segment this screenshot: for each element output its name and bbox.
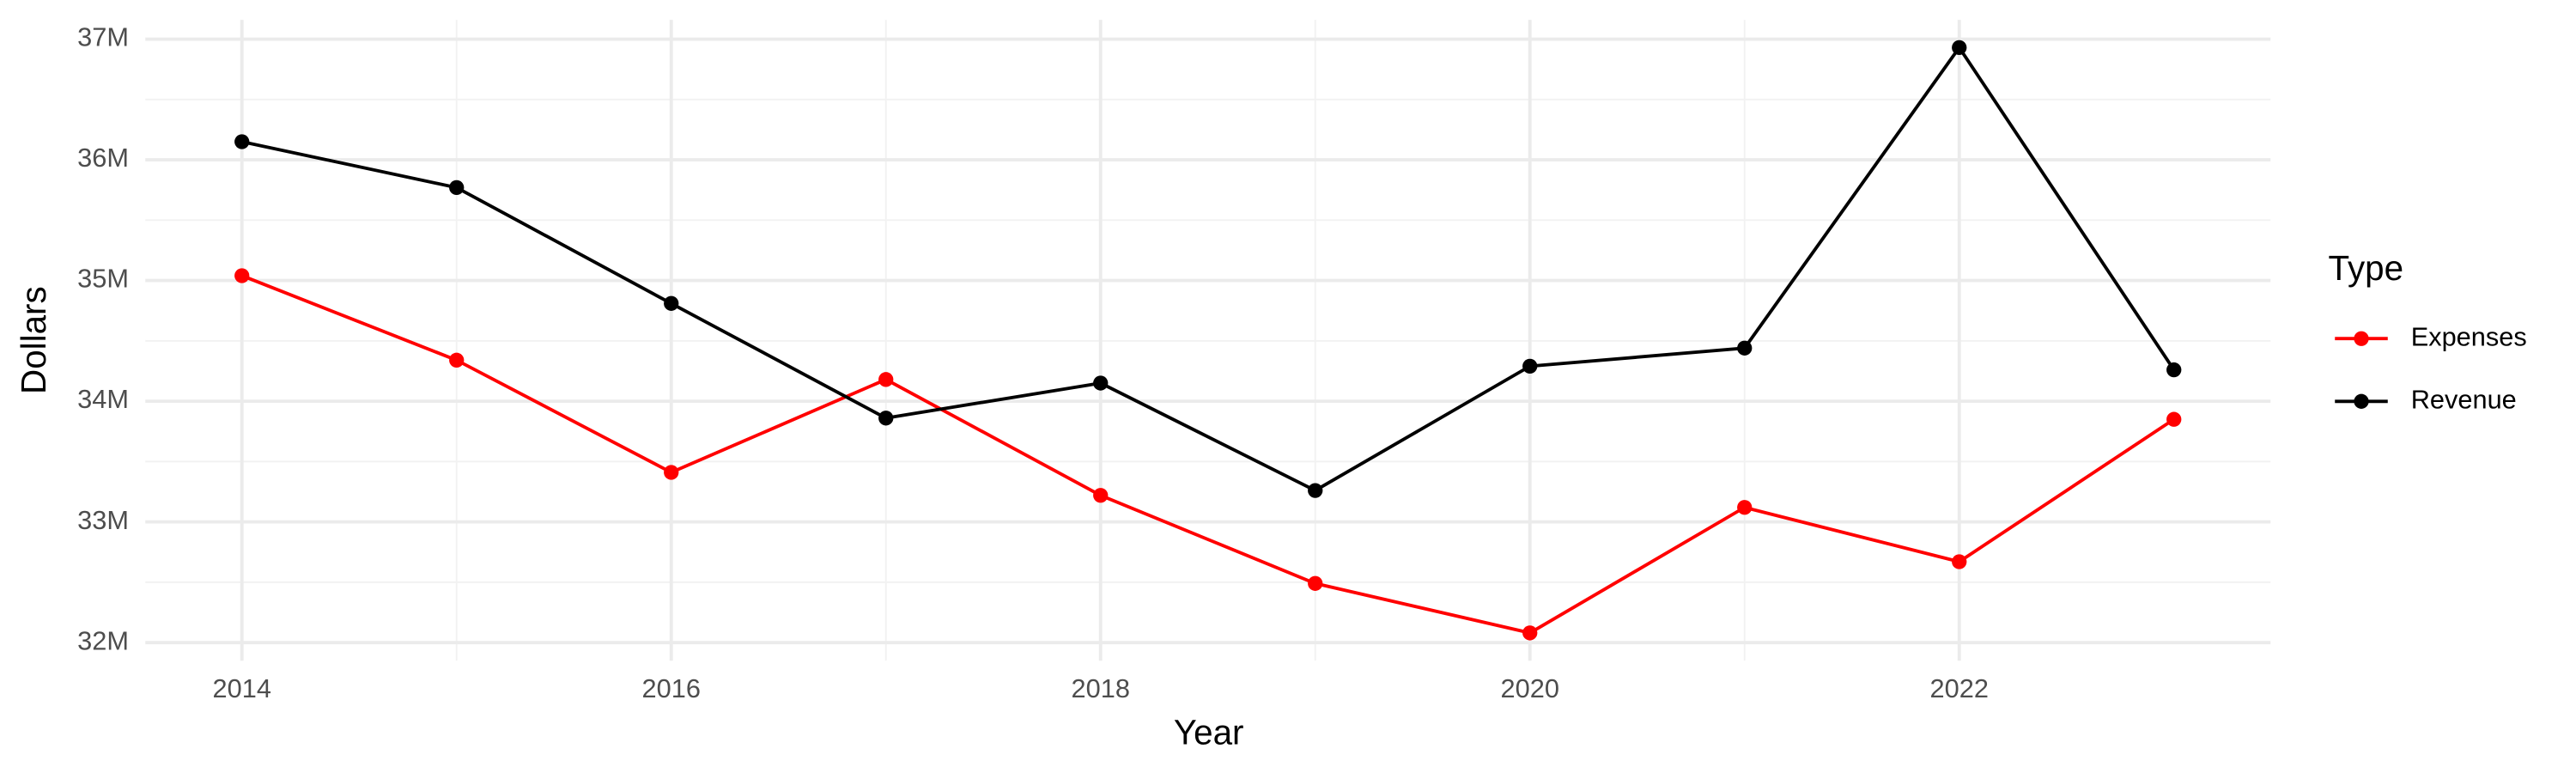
x-tick-label: 2022: [1930, 673, 1989, 703]
x-tick-label: 2014: [213, 673, 271, 703]
y-tick-label: 32M: [77, 625, 129, 655]
legend-label: Expenses: [2411, 321, 2527, 351]
data-point: [1952, 554, 1967, 569]
data-point: [1093, 488, 1109, 503]
data-point: [1522, 625, 1538, 641]
y-tick-label: 37M: [77, 22, 129, 52]
data-point: [878, 372, 894, 387]
legend-label: Revenue: [2411, 384, 2517, 414]
series-line: [241, 274, 2175, 635]
x-tick-label: 2018: [1072, 673, 1130, 703]
x-axis-title: Year: [1174, 712, 1244, 752]
data-point: [1737, 340, 1753, 356]
legend-key: [2354, 331, 2369, 346]
data-point: [2166, 362, 2182, 378]
data-point: [664, 295, 679, 311]
data-point: [234, 134, 250, 149]
data-point: [2166, 411, 2182, 427]
data-point: [1952, 40, 1967, 56]
data-point: [234, 268, 250, 283]
data-point: [449, 352, 465, 368]
data-point: [1093, 375, 1109, 391]
data-point: [1737, 500, 1753, 515]
x-tick-label: 2020: [1501, 673, 1559, 703]
y-tick-label: 36M: [77, 143, 129, 173]
data-point: [664, 465, 679, 480]
y-tick-label: 34M: [77, 384, 129, 414]
data-point: [1522, 358, 1538, 374]
legend-title: Type: [2329, 248, 2404, 288]
data-point: [878, 411, 894, 426]
data-point: [1308, 483, 1323, 498]
y-tick-label: 35M: [77, 264, 129, 294]
legend-key: [2354, 393, 2369, 409]
data-point: [1308, 575, 1323, 591]
series-line: [241, 45, 2176, 493]
y-tick-label: 33M: [77, 505, 129, 535]
data-point: [449, 180, 465, 196]
x-tick-label: 2016: [642, 673, 701, 703]
y-axis-title: Dollars: [14, 286, 53, 394]
